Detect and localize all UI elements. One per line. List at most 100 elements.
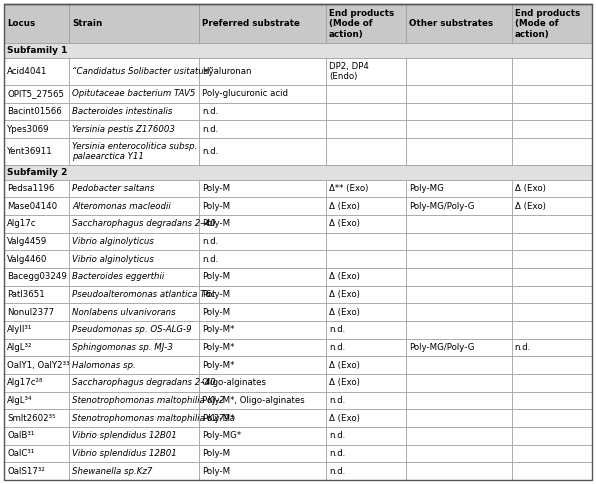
Text: Poly-MG/Poly-G: Poly-MG/Poly-G	[409, 343, 474, 352]
Text: Δ** (Exo): Δ** (Exo)	[329, 184, 368, 193]
Text: Vibrio alginolyticus: Vibrio alginolyticus	[72, 237, 154, 246]
Text: Yent36911: Yent36911	[7, 147, 53, 156]
Text: Poly-M: Poly-M	[202, 467, 230, 476]
Text: Pedobacter saltans: Pedobacter saltans	[72, 184, 154, 193]
Text: OalY1, OalY2³³: OalY1, OalY2³³	[7, 361, 70, 370]
Bar	[406, 180, 512, 197]
Bar	[69, 392, 199, 409]
Bar	[512, 180, 592, 197]
Text: Pseudomonas sp. OS-ALG-9: Pseudomonas sp. OS-ALG-9	[72, 325, 192, 334]
Text: Subfamily 1: Subfamily 1	[7, 46, 67, 55]
Bar	[406, 286, 512, 303]
Bar	[326, 197, 406, 215]
Bar	[69, 180, 199, 197]
Bar	[512, 197, 592, 215]
Text: Poly-M: Poly-M	[202, 449, 230, 458]
Bar	[69, 321, 199, 339]
Text: Poly-M: Poly-M	[202, 272, 230, 281]
Text: Preferred substrate: Preferred substrate	[202, 19, 300, 28]
Bar	[512, 58, 592, 85]
Bar	[326, 356, 406, 374]
Bar	[512, 103, 592, 121]
Bar	[406, 121, 512, 138]
Bar	[199, 339, 326, 356]
Bar	[326, 250, 406, 268]
Bar	[199, 121, 326, 138]
Text: n.d.: n.d.	[515, 343, 531, 352]
Bar	[406, 58, 512, 85]
Bar	[199, 4, 326, 44]
Text: AlgL³²: AlgL³²	[7, 343, 33, 352]
Bar	[4, 286, 69, 303]
Bar	[326, 121, 406, 138]
Text: Smlt2602³⁵: Smlt2602³⁵	[7, 414, 55, 423]
Bar	[512, 339, 592, 356]
Bar	[69, 4, 199, 44]
Bar	[69, 103, 199, 121]
Bar	[326, 180, 406, 197]
Text: Δ (Exo): Δ (Exo)	[329, 219, 359, 228]
Text: Vibrio alginolyticus: Vibrio alginolyticus	[72, 255, 154, 264]
Text: Saccharophagus degradans 2–40: Saccharophagus degradans 2–40	[72, 219, 216, 228]
Text: AlgL³⁴: AlgL³⁴	[7, 396, 33, 405]
Bar	[512, 233, 592, 250]
Text: Alteromonas macleodii: Alteromonas macleodii	[72, 202, 171, 211]
Bar	[406, 409, 512, 427]
Bar	[199, 250, 326, 268]
Bar	[199, 303, 326, 321]
Text: Stenotrophomonas maltophilia KJ-2: Stenotrophomonas maltophilia KJ-2	[72, 396, 225, 405]
Text: Opitutaceae bacterium TAV5: Opitutaceae bacterium TAV5	[72, 90, 195, 98]
Bar	[69, 85, 199, 103]
Bar	[326, 103, 406, 121]
Bar	[4, 58, 69, 85]
Bar	[512, 268, 592, 286]
Text: End products
(Mode of
action): End products (Mode of action)	[329, 9, 394, 39]
Text: Poly-M: Poly-M	[202, 202, 230, 211]
Bar	[4, 138, 69, 165]
Bar	[199, 392, 326, 409]
Text: Mase04140: Mase04140	[7, 202, 57, 211]
Bar	[406, 215, 512, 233]
Bar	[512, 427, 592, 445]
Text: Pedsa1196: Pedsa1196	[7, 184, 54, 193]
Text: Δ (Exo): Δ (Exo)	[329, 308, 359, 317]
Text: Bacteroides intestinalis: Bacteroides intestinalis	[72, 107, 173, 116]
Text: Strain: Strain	[72, 19, 103, 28]
Text: n.d.: n.d.	[329, 325, 345, 334]
Bar	[199, 321, 326, 339]
Bar	[406, 85, 512, 103]
Bar	[326, 268, 406, 286]
Bar	[512, 462, 592, 480]
Text: Δ (Exo): Δ (Exo)	[329, 414, 359, 423]
Text: Alg17c²⁸: Alg17c²⁸	[7, 378, 44, 387]
Bar	[69, 197, 199, 215]
Text: Hyaluronan: Hyaluronan	[202, 67, 252, 76]
Bar	[326, 462, 406, 480]
Bar	[69, 233, 199, 250]
Text: Δ (Exo): Δ (Exo)	[329, 361, 359, 370]
Bar	[406, 303, 512, 321]
Bar	[69, 339, 199, 356]
Bar	[4, 85, 69, 103]
Text: Δ (Exo): Δ (Exo)	[329, 272, 359, 281]
Text: Locus: Locus	[7, 19, 35, 28]
Bar	[4, 427, 69, 445]
Bar	[4, 356, 69, 374]
Bar	[512, 356, 592, 374]
Bar	[4, 392, 69, 409]
Text: Vibrio splendidus 12B01: Vibrio splendidus 12B01	[72, 431, 177, 440]
Bar	[199, 427, 326, 445]
Text: Stenotrophomonas maltophilia K279a: Stenotrophomonas maltophilia K279a	[72, 414, 235, 423]
Bar	[69, 286, 199, 303]
Text: OalC³¹: OalC³¹	[7, 449, 35, 458]
Bar	[512, 121, 592, 138]
Bar	[326, 233, 406, 250]
Bar	[406, 374, 512, 392]
Bar	[326, 215, 406, 233]
Bar	[69, 374, 199, 392]
Text: OalB³¹: OalB³¹	[7, 431, 35, 440]
Text: n.d.: n.d.	[202, 255, 218, 264]
Bar	[512, 409, 592, 427]
Bar	[69, 138, 199, 165]
Bar	[512, 321, 592, 339]
